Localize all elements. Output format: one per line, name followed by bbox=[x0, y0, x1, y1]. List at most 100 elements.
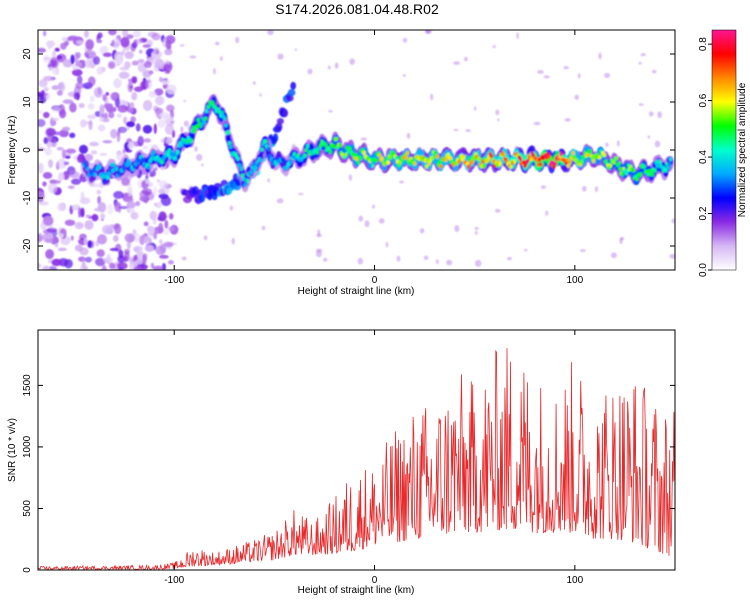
heat-cell-noise bbox=[44, 238, 54, 243]
heat-cell-speckle bbox=[358, 215, 364, 222]
heat-cell-noise bbox=[97, 195, 102, 205]
heat-cell-noise bbox=[123, 197, 134, 203]
heat-cell-ridge bbox=[404, 155, 408, 160]
heat-cell-branch bbox=[276, 117, 284, 125]
heat-cell-noise bbox=[142, 44, 151, 48]
heat-cell-noise bbox=[80, 191, 85, 200]
heat-cell-ridge bbox=[176, 149, 180, 155]
heat-cell-noise bbox=[132, 30, 142, 38]
heat-cell-noise bbox=[70, 235, 74, 241]
heat-cell-ridge bbox=[179, 142, 184, 148]
heat-cell-speckle bbox=[430, 93, 434, 101]
heat-cell-speckle bbox=[453, 61, 461, 65]
heat-cell-ridge bbox=[566, 163, 571, 169]
heat-cell-ridge bbox=[470, 159, 475, 164]
heat-cell-branch bbox=[287, 89, 296, 97]
heat-cell-ridge bbox=[267, 147, 271, 152]
heat-cell-speckle bbox=[564, 118, 571, 122]
heat-cell-ridge bbox=[602, 152, 607, 158]
heat-cell-speckle bbox=[423, 255, 429, 260]
heat-cell-noise bbox=[121, 50, 125, 56]
heat-cell-speckle bbox=[446, 259, 453, 266]
heat-cell-ridge bbox=[200, 122, 204, 127]
heat-cell-ridge bbox=[525, 158, 530, 164]
snr-y-tick-label: 500 bbox=[22, 500, 33, 517]
heat-cell-noise bbox=[139, 49, 143, 54]
heat-cell-ridge bbox=[91, 167, 96, 173]
heat-cell-noise bbox=[127, 78, 133, 83]
heat-cell-noise bbox=[105, 91, 110, 96]
heat-cell-noise bbox=[159, 254, 169, 259]
snr-frame bbox=[37, 329, 676, 571]
heat-cell-noise bbox=[124, 233, 136, 243]
heat-cell-speckle bbox=[654, 140, 661, 148]
heat-cell-noise bbox=[149, 173, 154, 178]
spectrogram-x-label: Height of straight line (km) bbox=[298, 286, 415, 297]
heat-cell-ridge bbox=[296, 153, 300, 158]
heat-cell-noise bbox=[99, 104, 105, 115]
heat-cell-speckle bbox=[605, 142, 609, 147]
heat-cell-speckle bbox=[294, 48, 298, 51]
heat-cell-noise bbox=[50, 179, 62, 184]
heat-cell-ridge bbox=[362, 150, 366, 156]
heat-cell-ridge bbox=[585, 152, 590, 157]
heat-cell-ridge bbox=[653, 168, 657, 173]
heat-cell-noise bbox=[152, 217, 157, 225]
snr-y-label: SNR (10 * v/v) bbox=[7, 418, 18, 482]
heat-cell-noise bbox=[164, 123, 175, 135]
heat-cell-ridge bbox=[85, 166, 90, 172]
heat-cell-ridge bbox=[93, 172, 97, 177]
spectrogram-x-tick-label: -100 bbox=[164, 275, 184, 286]
heat-cell-ridge bbox=[482, 163, 487, 169]
heat-cell-noise bbox=[124, 51, 134, 60]
heat-cell-noise bbox=[90, 150, 98, 155]
snr-x-tick-label: 0 bbox=[372, 575, 378, 586]
spectrogram-x-tick-label: 0 bbox=[372, 275, 378, 286]
heat-cell-ridge bbox=[618, 166, 622, 172]
heat-cell-noise bbox=[158, 211, 167, 222]
heat-cell-noise bbox=[85, 39, 95, 50]
heat-cell-ridge bbox=[512, 159, 517, 165]
heat-cell-noise bbox=[166, 136, 173, 145]
heat-cell-noise bbox=[142, 79, 151, 84]
heat-cell-ridge bbox=[222, 116, 227, 121]
heat-cell-noise bbox=[58, 129, 69, 138]
heat-cell-speckle bbox=[219, 56, 223, 61]
heat-cell-ridge bbox=[356, 160, 360, 165]
snr-y-tick-label: 0 bbox=[22, 567, 33, 573]
heat-cell-noise bbox=[118, 71, 130, 79]
heat-cell-noise bbox=[137, 135, 144, 147]
heat-cell-ridge bbox=[579, 159, 584, 165]
heat-cell-noise bbox=[153, 47, 160, 55]
heat-cell-ridge bbox=[338, 143, 342, 148]
snr-x-tick-label: 100 bbox=[566, 575, 583, 586]
heat-cell-noise bbox=[113, 234, 119, 242]
heat-cell-noise bbox=[102, 140, 113, 144]
heat-cell-noise bbox=[76, 75, 83, 84]
heat-cell-noise bbox=[97, 234, 107, 245]
heat-cell-speckle bbox=[516, 32, 519, 40]
heat-cell-speckle bbox=[647, 135, 651, 139]
heat-cell-ridge bbox=[407, 160, 412, 166]
heat-cell-speckle bbox=[323, 257, 328, 262]
heat-cell-noise bbox=[38, 110, 44, 114]
heat-cell-noise bbox=[99, 111, 103, 123]
heat-cell-speckle bbox=[497, 118, 500, 122]
heat-cell-ridge bbox=[612, 160, 616, 165]
heat-cell-ridge bbox=[189, 138, 193, 143]
heat-cell-noise bbox=[166, 84, 177, 95]
heat-cell-speckle bbox=[619, 237, 623, 245]
heat-cell-ridge bbox=[347, 146, 352, 151]
heat-cell-ridge bbox=[202, 120, 207, 125]
heat-cell-ridge bbox=[567, 159, 572, 165]
heat-cell-noise bbox=[164, 48, 173, 56]
heat-cell-noise bbox=[67, 185, 75, 189]
heat-cell-speckle bbox=[170, 120, 175, 125]
heat-cell-ridge bbox=[315, 150, 320, 155]
heat-cell-ridge bbox=[344, 152, 348, 157]
heat-cell-noise bbox=[165, 39, 172, 50]
heat-cell-noise bbox=[38, 118, 46, 127]
heat-cell-speckle bbox=[261, 225, 266, 231]
heat-cell-noise bbox=[131, 76, 138, 84]
spectrogram-x-tick-label: 100 bbox=[566, 275, 583, 286]
